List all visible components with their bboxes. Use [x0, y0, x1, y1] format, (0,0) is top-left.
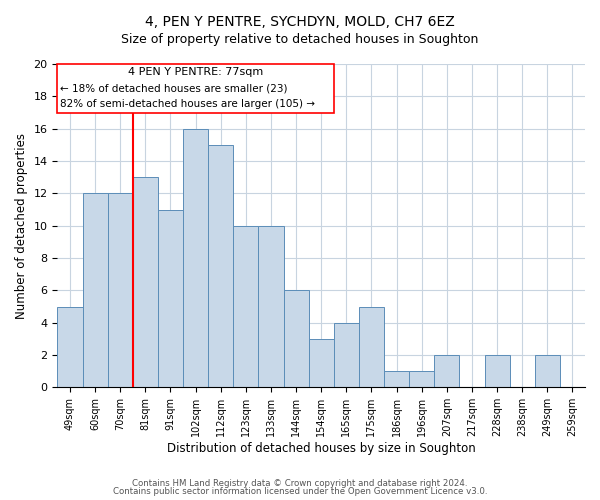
Bar [384, 371, 409, 388]
Text: 4, PEN Y PENTRE, SYCHDYN, MOLD, CH7 6EZ: 4, PEN Y PENTRE, SYCHDYN, MOLD, CH7 6EZ [145, 15, 455, 29]
Bar [58, 306, 83, 388]
Bar [409, 371, 434, 388]
FancyBboxPatch shape [58, 64, 334, 112]
Y-axis label: Number of detached properties: Number of detached properties [15, 132, 28, 318]
Text: Contains public sector information licensed under the Open Government Licence v3: Contains public sector information licen… [113, 487, 487, 496]
Text: ← 18% of detached houses are smaller (23): ← 18% of detached houses are smaller (23… [60, 84, 287, 94]
X-axis label: Distribution of detached houses by size in Soughton: Distribution of detached houses by size … [167, 442, 476, 455]
Bar [107, 194, 133, 388]
Bar [259, 226, 284, 388]
Bar [284, 290, 308, 388]
Text: 4 PEN Y PENTRE: 77sqm: 4 PEN Y PENTRE: 77sqm [128, 67, 263, 77]
Bar [359, 306, 384, 388]
Text: 82% of semi-detached houses are larger (105) →: 82% of semi-detached houses are larger (… [60, 99, 315, 109]
Text: Size of property relative to detached houses in Soughton: Size of property relative to detached ho… [121, 32, 479, 46]
Bar [308, 339, 334, 388]
Bar [233, 226, 259, 388]
Bar [183, 128, 208, 388]
Bar [485, 355, 509, 388]
Bar [158, 210, 183, 388]
Bar [334, 322, 359, 388]
Bar [434, 355, 460, 388]
Bar [83, 194, 107, 388]
Bar [208, 145, 233, 388]
Bar [133, 177, 158, 388]
Bar [535, 355, 560, 388]
Text: Contains HM Land Registry data © Crown copyright and database right 2024.: Contains HM Land Registry data © Crown c… [132, 478, 468, 488]
